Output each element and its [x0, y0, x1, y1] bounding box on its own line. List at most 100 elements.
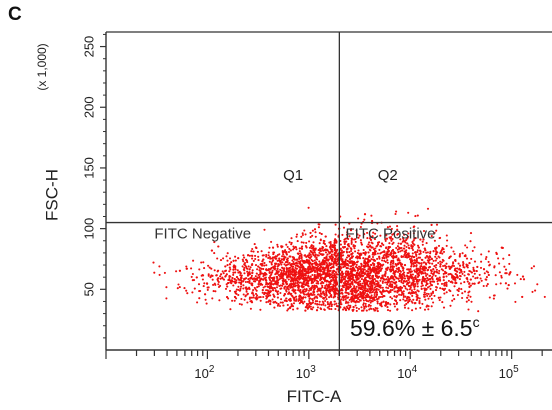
event-dot: [376, 280, 379, 283]
event-dot: [349, 279, 352, 282]
event-dot: [353, 300, 357, 303]
event-dot: [424, 262, 427, 265]
event-dot: [363, 287, 366, 290]
event-dot: [417, 273, 420, 276]
event-dot: [400, 279, 403, 282]
event-dot: [369, 277, 372, 280]
event-dot: [328, 291, 331, 294]
event-dot: [350, 237, 353, 240]
event-dot: [250, 250, 253, 253]
event-dot: [477, 282, 480, 285]
event-dot: [343, 278, 346, 281]
event-dot: [414, 307, 417, 310]
event-dot: [329, 279, 333, 282]
event-dot: [422, 250, 425, 254]
event-dot: [277, 290, 280, 293]
event-dot: [417, 261, 420, 264]
event-dot: [341, 289, 344, 292]
event-dot: [229, 281, 232, 284]
event-dot: [414, 283, 417, 286]
event-dot: [297, 271, 300, 274]
event-dot: [307, 295, 310, 298]
event-dot: [198, 297, 201, 300]
event-dot: [295, 267, 298, 270]
event-dot: [213, 241, 216, 244]
event-dot: [327, 289, 330, 292]
event-dot: [301, 232, 304, 235]
event-dot: [353, 287, 356, 290]
event-dot: [428, 262, 431, 265]
event-dot: [422, 261, 425, 264]
event-dot: [268, 246, 271, 249]
event-dot: [345, 284, 348, 287]
event-dot: [322, 281, 325, 284]
event-dot: [344, 262, 347, 265]
event-dot: [455, 281, 458, 285]
event-dot: [488, 264, 491, 267]
event-dot: [334, 223, 337, 226]
event-dot: [197, 283, 201, 286]
event-dot: [354, 240, 357, 243]
event-dot: [254, 275, 257, 278]
event-dot: [273, 276, 276, 279]
event-dot: [272, 279, 275, 282]
event-dot: [311, 262, 314, 265]
event-dot: [388, 236, 391, 239]
event-dot: [451, 294, 455, 297]
event-dot: [468, 290, 471, 293]
event-dot: [391, 265, 394, 268]
event-dot: [401, 286, 404, 289]
event-dot: [314, 302, 317, 305]
event-dot: [425, 254, 428, 258]
event-dot: [403, 277, 406, 280]
y-tick-label: 250: [82, 36, 97, 58]
event-dot: [178, 286, 181, 289]
event-dot: [412, 239, 415, 242]
event-dot: [393, 270, 396, 273]
event-dot: [396, 301, 399, 304]
event-dot: [186, 292, 189, 295]
event-dot: [420, 285, 423, 288]
event-dot: [419, 238, 422, 241]
event-dot: [308, 299, 311, 303]
event-dot: [222, 278, 226, 281]
event-dot: [322, 249, 325, 252]
event-dot: [296, 282, 299, 285]
event-dot: [462, 264, 465, 267]
event-dot: [348, 285, 351, 289]
event-dot: [211, 278, 214, 281]
event-dot: [343, 265, 346, 268]
event-dot: [343, 295, 346, 298]
event-dot: [212, 290, 215, 293]
event-dot: [372, 264, 376, 267]
event-dot: [420, 262, 423, 265]
event-dot: [443, 292, 446, 295]
event-dot: [441, 258, 444, 261]
event-dot: [416, 289, 419, 292]
event-dot: [285, 268, 288, 271]
event-dot: [362, 268, 365, 271]
event-dot: [356, 276, 359, 279]
event-dot: [297, 299, 300, 302]
event-dot: [451, 275, 454, 278]
event-dot: [328, 241, 331, 244]
event-dot: [282, 304, 285, 307]
event-dot: [285, 290, 288, 293]
event-dot: [402, 292, 405, 295]
event-dot: [391, 248, 395, 252]
event-dot: [224, 275, 227, 278]
event-dot: [390, 268, 393, 271]
event-dot: [217, 245, 220, 248]
event-dot: [532, 265, 536, 268]
event-dot: [466, 246, 469, 249]
event-dot: [257, 285, 260, 288]
event-dot: [293, 298, 296, 301]
event-dot: [313, 290, 316, 294]
event-dot: [272, 253, 275, 256]
event-dot: [335, 279, 338, 282]
event-dot: [430, 270, 433, 273]
event-dot: [262, 295, 265, 299]
event-dot: [220, 273, 223, 276]
event-dot: [352, 306, 355, 309]
event-dot: [433, 231, 436, 234]
